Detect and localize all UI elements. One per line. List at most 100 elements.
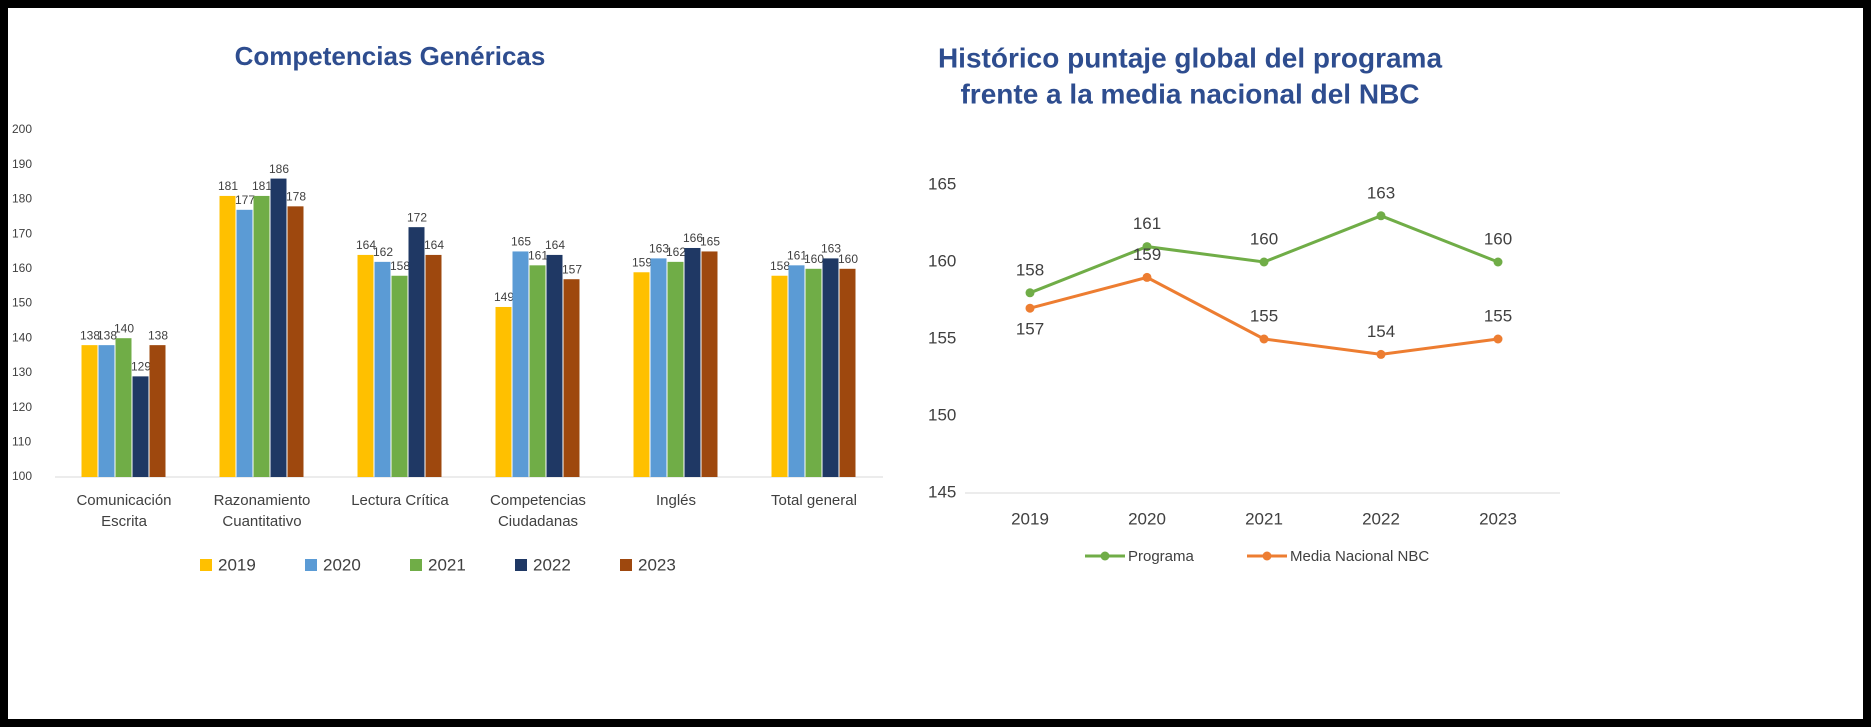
y-tick-label: 170 (12, 226, 32, 240)
data-label: 163 (821, 242, 841, 256)
data-label: 138 (80, 328, 100, 342)
data-label: 186 (269, 162, 289, 176)
point (1376, 211, 1386, 221)
y-tick-label: 130 (12, 365, 32, 379)
data-label: 181 (252, 179, 272, 193)
legend-swatch (410, 559, 422, 571)
x-tick-label: Lectura Crítica (351, 492, 449, 509)
bar (115, 338, 132, 477)
bar (270, 178, 287, 477)
bar (771, 275, 788, 477)
data-label: 161 (1133, 214, 1161, 233)
x-tick-label: Total general (771, 492, 857, 509)
bar (529, 265, 546, 477)
x-tick-label: 2022 (1362, 509, 1400, 528)
data-label: 159 (632, 255, 652, 269)
data-label: 161 (787, 249, 807, 263)
bar (236, 209, 253, 477)
data-label: 160 (1250, 229, 1278, 248)
x-tick-label: 2019 (1011, 509, 1049, 528)
legend-swatch (305, 559, 317, 571)
y-tick-label: 100 (12, 469, 32, 483)
bar (287, 206, 304, 477)
legend-swatch (200, 559, 212, 571)
legend-label: Programa (1128, 548, 1195, 565)
point (1259, 334, 1269, 344)
bar (81, 345, 98, 477)
bar (667, 261, 684, 477)
y-tick-label: 140 (12, 330, 32, 344)
point (1376, 349, 1386, 359)
bar (822, 258, 839, 477)
legend-label: 2023 (638, 555, 676, 574)
bar (219, 195, 236, 477)
data-label: 160 (804, 252, 824, 266)
data-label: 160 (838, 252, 858, 266)
legend-label: 2021 (428, 555, 466, 574)
bar (546, 254, 563, 477)
data-label: 158 (1016, 260, 1044, 279)
data-label: 177 (235, 193, 255, 207)
legend-marker (1262, 551, 1272, 561)
bar (425, 254, 442, 477)
line (1029, 214, 1499, 295)
legend-swatch (620, 559, 632, 571)
bar (805, 268, 822, 477)
bar (149, 345, 166, 477)
data-label: 178 (286, 190, 306, 204)
data-label: 172 (407, 210, 427, 224)
legend-label: 2022 (533, 555, 571, 574)
bar (253, 195, 270, 477)
y-tick-label: 200 (12, 122, 32, 136)
data-label: 158 (770, 259, 790, 273)
bar (684, 247, 701, 477)
data-label: 154 (1367, 322, 1395, 341)
data-label: 162 (666, 245, 686, 259)
y-tick-label: 150 (12, 296, 32, 310)
x-tick-label: Competencias Ciudadanas (490, 492, 586, 530)
legend-marker (1100, 551, 1110, 561)
data-label: 138 (148, 328, 168, 342)
point (1142, 272, 1152, 282)
point (1142, 242, 1152, 252)
y-tick-label: 160 (928, 251, 956, 270)
legend-swatch (515, 559, 527, 571)
data-label: 149 (494, 290, 514, 304)
data-label: 140 (114, 321, 134, 335)
bar (701, 251, 718, 477)
chart-title: frente a la media nacional del NBC (960, 78, 1419, 109)
x-tick-label: Inglés (655, 492, 697, 509)
data-label: 162 (373, 245, 393, 259)
y-tick-label: 160 (12, 261, 32, 275)
bar (98, 345, 115, 477)
bar (839, 268, 856, 477)
data-label: 166 (683, 231, 703, 245)
data-label: 164 (545, 238, 565, 252)
bar (563, 279, 580, 477)
bar (512, 251, 529, 477)
x-tick-label: 2023 (1479, 509, 1517, 528)
bar (132, 376, 149, 477)
data-label: 163 (649, 242, 669, 256)
legend-label: 2019 (218, 555, 256, 574)
data-label: 155 (1250, 306, 1278, 325)
bar (788, 265, 805, 477)
legend-label: 2020 (323, 555, 361, 574)
bar (633, 272, 650, 477)
data-label: 164 (356, 238, 376, 252)
bar (408, 227, 425, 477)
y-tick-label: 145 (928, 482, 956, 501)
point (1025, 303, 1035, 313)
point (1493, 334, 1503, 344)
y-tick-label: 190 (12, 157, 32, 171)
data-label: 160 (1484, 229, 1512, 248)
data-label: 165 (511, 235, 531, 249)
point (1025, 288, 1035, 298)
data-label: 138 (97, 328, 117, 342)
y-tick-label: 165 (928, 174, 956, 193)
data-label: 164 (424, 238, 444, 252)
bar (357, 254, 374, 477)
